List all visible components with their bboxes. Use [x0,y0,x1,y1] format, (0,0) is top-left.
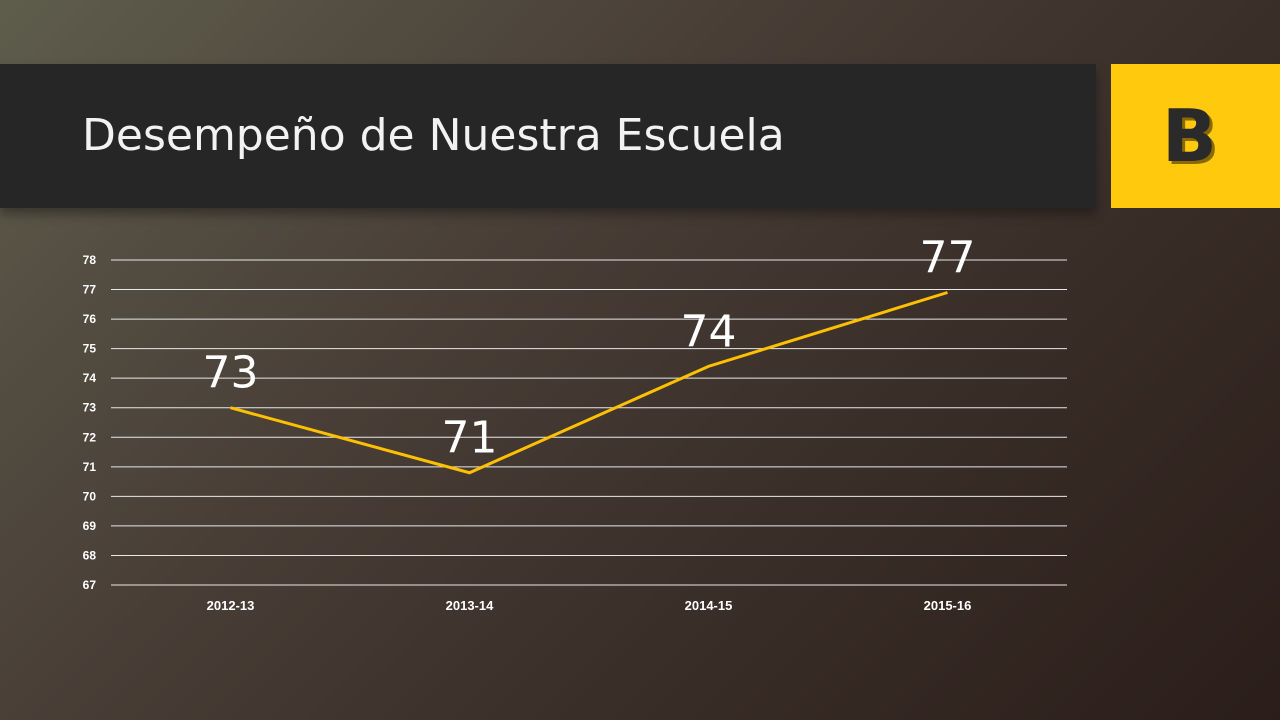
x-tick-label: 2013-14 [446,598,494,613]
x-tick-label: 2012-13 [207,598,255,613]
y-tick-label: 73 [83,401,97,415]
y-tick-label: 69 [83,519,97,533]
y-axis-ticks: 67 68 69 70 71 72 73 74 75 76 77 78 [83,253,97,592]
x-tick-label: 2015-16 [924,598,972,613]
data-label: 71 [442,413,498,464]
y-tick-label: 70 [83,489,97,503]
x-tick-label: 2014-15 [685,598,733,613]
y-tick-label: 77 [83,283,97,297]
y-tick-label: 75 [83,342,97,356]
y-tick-label: 76 [83,312,97,326]
y-tick-label: 78 [83,253,97,267]
chart-series [230,291,948,475]
title-bar [0,64,1096,208]
chart-gridlines [111,259,1067,586]
x-axis-ticks: 2012-13 2013-14 2014-15 2015-16 [207,598,972,613]
y-tick-label: 74 [83,371,97,385]
data-label: 73 [203,348,259,399]
data-label: 74 [681,306,737,357]
slide-title: Desempeño de Nuestra Escuela [82,110,785,161]
y-tick-label: 67 [83,578,97,592]
grade-badge [1111,64,1280,208]
series-line [230,291,948,475]
y-tick-label: 68 [83,548,97,562]
chart-data-labels: 73 71 74 77 [203,233,976,464]
y-tick-label: 72 [83,430,97,444]
data-label: 77 [920,233,976,284]
y-tick-label: 71 [83,460,97,474]
grade-letter: B [1162,94,1217,178]
